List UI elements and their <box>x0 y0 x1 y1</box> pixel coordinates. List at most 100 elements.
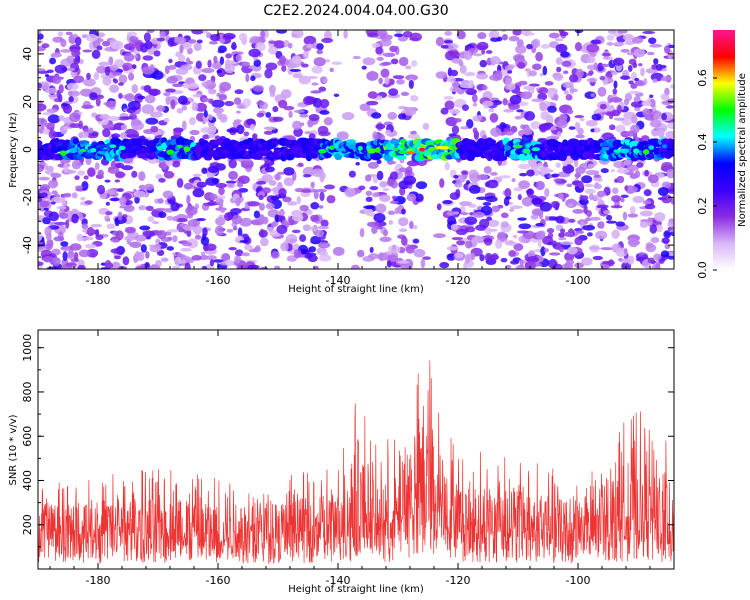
heatmap-noise-cell <box>503 108 515 113</box>
heatmap-noise-cell <box>187 219 201 227</box>
heatmap-noise-cell <box>620 258 631 264</box>
heatmap-x-tick-label: -120 <box>446 274 471 287</box>
heatmap-noise-cell <box>227 182 234 188</box>
heatmap-noise-cell <box>241 252 251 257</box>
heatmap-noise-cell <box>77 170 86 176</box>
heatmap-noise-cell <box>555 215 565 224</box>
heatmap-noise-cell <box>102 128 111 138</box>
colorbar-label: Normalized spectral amplitude <box>737 73 748 227</box>
heatmap-noise-cell <box>569 74 579 83</box>
heatmap-noise-cell <box>639 221 649 228</box>
heatmap-noise-cell <box>579 118 585 122</box>
heatmap-noise-cell <box>267 226 274 232</box>
heatmap-noise-cell <box>104 215 110 222</box>
heatmap-noise-cell <box>487 228 498 232</box>
heatmap-noise-cell <box>58 84 64 94</box>
heatmap-noise-cell <box>61 196 66 207</box>
heatmap-noise-cell <box>627 64 633 72</box>
heatmap-noise-cell <box>627 213 639 218</box>
heatmap-noise-cell <box>133 54 138 58</box>
heatmap-x-axis-label: Height of straight line (km) <box>288 284 424 295</box>
heatmap-noise-cell <box>218 94 228 101</box>
heatmap-noise-cell <box>579 195 589 201</box>
heatmap-noise-cell <box>117 188 124 193</box>
heatmap-noise-cell <box>381 61 392 66</box>
snr-y-tick-label: 200 <box>21 514 34 535</box>
heatmap-noise-cell <box>282 222 291 227</box>
heatmap-noise-cell <box>293 249 302 259</box>
heatmap-noise-cell <box>44 73 50 78</box>
snr-y-tick-label: 1000 <box>21 334 34 362</box>
heatmap-noise-cell <box>67 90 73 97</box>
heatmap-noise-cell <box>613 57 625 66</box>
heatmap-noise-cell <box>575 172 580 179</box>
heatmap-noise-cell <box>584 183 594 188</box>
heatmap-noise-cell <box>38 68 46 72</box>
heatmap-noise-cell <box>192 173 202 178</box>
heatmap-noise-cell <box>159 31 166 40</box>
heatmap-noise-cell <box>195 60 202 69</box>
heatmap-noise-cell <box>153 50 161 57</box>
heatmap-noise-cell <box>422 122 430 131</box>
heatmap-noise-cell <box>274 214 280 223</box>
heatmap-noise-cell <box>355 162 360 166</box>
heatmap-noise-cell <box>145 205 154 211</box>
heatmap-noise-cell <box>401 236 408 246</box>
heatmap-noise-cell <box>648 37 657 45</box>
heatmap-noise-cell <box>632 195 645 203</box>
heatmap-noise-cell <box>379 194 391 203</box>
heatmap-noise-cell <box>236 124 245 135</box>
heatmap-noise-cell <box>260 30 266 39</box>
heatmap-noise-cell <box>405 166 413 176</box>
heatmap-noise-cell <box>112 71 122 76</box>
heatmap-noise-cell <box>201 81 207 87</box>
heatmap-noise-cell <box>651 128 659 137</box>
heatmap-noise-cell <box>532 63 542 71</box>
heatmap-noise-cell <box>241 61 251 67</box>
heatmap-noise-cell <box>661 194 672 204</box>
heatmap-noise-cell <box>164 65 170 75</box>
heatmap-noise-cell <box>375 226 384 230</box>
heatmap-noise-cell <box>489 113 499 123</box>
heatmap-noise-cell <box>285 233 298 244</box>
heatmap-noise-cell <box>115 162 125 169</box>
heatmap-noise-cell <box>363 205 375 210</box>
heatmap-noise-cell <box>581 175 593 184</box>
heatmap-noise-cell <box>398 228 408 233</box>
heatmap-noise-cell <box>504 65 514 71</box>
heatmap-noise-cell <box>77 264 86 269</box>
heatmap-noise-cell <box>78 131 89 139</box>
heatmap-noise-cell <box>215 182 228 189</box>
heatmap-noise-cell <box>396 78 405 85</box>
heatmap-noise-cell <box>351 264 360 269</box>
heatmap-noise-cell <box>234 255 242 264</box>
heatmap-noise-cell <box>411 60 418 67</box>
heatmap-noise-cell <box>102 76 112 86</box>
heatmap-noise-cell <box>223 32 236 40</box>
heatmap-noise-cell <box>42 217 51 225</box>
heatmap-noise-cell <box>558 237 567 241</box>
heatmap-noise-cell <box>583 204 588 215</box>
heatmap-noise-cell <box>520 91 533 100</box>
heatmap-noise-cell <box>530 214 539 220</box>
heatmap-noise-cell <box>299 113 309 118</box>
heatmap-noise-cell <box>318 254 332 262</box>
heatmap-noise-cell <box>451 125 460 135</box>
heatmap-noise-cell <box>69 123 83 128</box>
heatmap-noise-cell <box>405 74 418 81</box>
heatmap-noise-cell <box>277 210 286 216</box>
heatmap-noise-cell <box>369 186 379 191</box>
heatmap-noise-cell <box>540 111 550 120</box>
heatmap-noise-cell <box>193 42 202 51</box>
heatmap-noise-cell <box>172 235 178 243</box>
heatmap-noise-cell <box>207 166 219 173</box>
heatmap-noise-cell <box>158 211 167 219</box>
heatmap-noise-cell <box>643 189 652 197</box>
heatmap-noise-cell <box>388 245 401 254</box>
heatmap-noise-cell <box>58 93 63 103</box>
heatmap-noise-cell <box>548 258 558 269</box>
heatmap-noise-cell <box>668 44 674 49</box>
heatmap-noise-cell <box>459 65 467 74</box>
heatmap-noise-cell <box>142 55 154 61</box>
heatmap-noise-cell <box>517 193 522 201</box>
